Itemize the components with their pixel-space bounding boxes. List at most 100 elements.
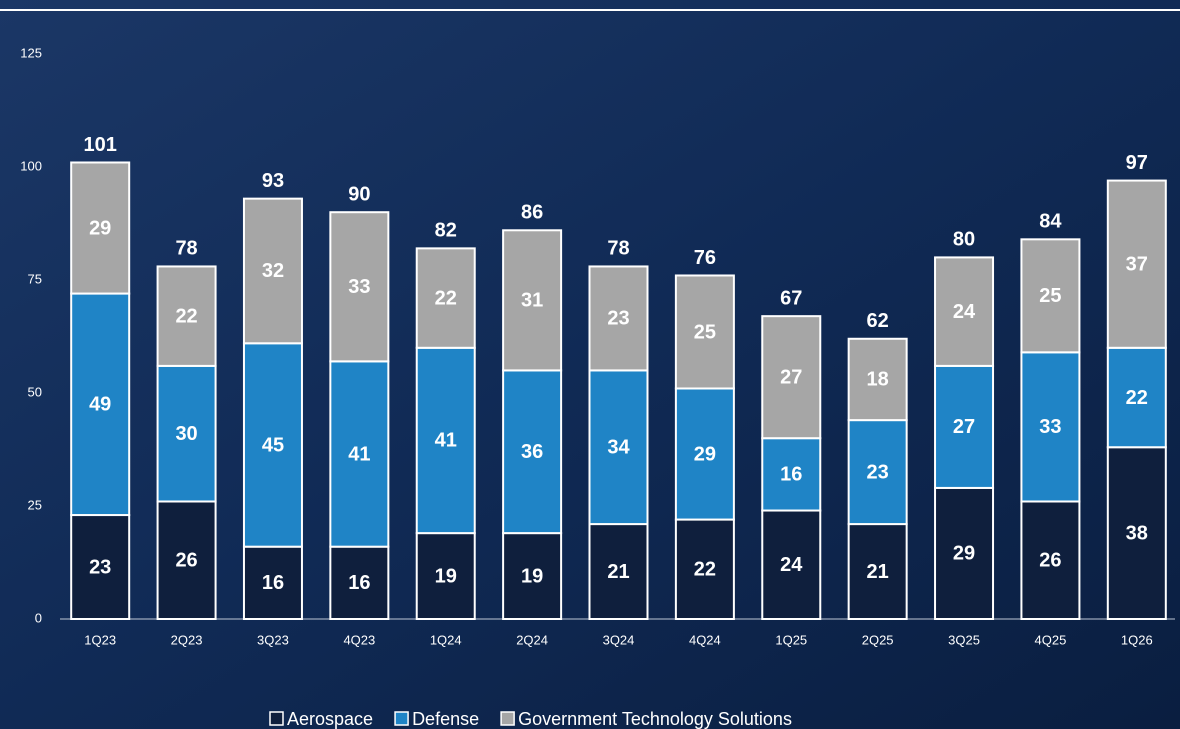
bar-segment bbox=[934, 364, 995, 489]
data-label: 49 bbox=[89, 394, 111, 416]
data-label: 22 bbox=[175, 305, 197, 327]
data-label: 29 bbox=[89, 217, 111, 239]
y-tick-label: 50 bbox=[28, 384, 42, 399]
bar-segment bbox=[70, 161, 131, 295]
x-tick-label: 3Q24 bbox=[603, 632, 635, 647]
bar-segment bbox=[847, 419, 908, 526]
bar-segment bbox=[674, 518, 735, 620]
bar-segment bbox=[761, 315, 822, 440]
data-label: 26 bbox=[175, 550, 197, 572]
x-tick-label: 4Q24 bbox=[689, 632, 721, 647]
data-label: 26 bbox=[1039, 550, 1061, 572]
total-label: 76 bbox=[694, 247, 716, 269]
bar-segment bbox=[674, 274, 735, 390]
data-label: 32 bbox=[262, 260, 284, 282]
data-label: 27 bbox=[953, 416, 975, 438]
legend-label: Defense bbox=[412, 709, 479, 729]
x-tick-label: 3Q23 bbox=[257, 632, 289, 647]
bar-segment bbox=[70, 514, 131, 620]
bar-segment bbox=[502, 229, 563, 372]
bar-segment bbox=[588, 265, 649, 372]
bar-segment bbox=[329, 211, 390, 363]
data-label: 18 bbox=[867, 369, 889, 391]
x-tick-label: 4Q25 bbox=[1035, 632, 1067, 647]
legend-swatch bbox=[500, 711, 515, 726]
total-label: 84 bbox=[1039, 211, 1062, 233]
x-tick-label: 1Q25 bbox=[775, 632, 807, 647]
legend-swatch bbox=[269, 711, 284, 726]
data-label: 21 bbox=[867, 561, 889, 583]
total-label: 78 bbox=[607, 238, 629, 260]
y-tick-label: 125 bbox=[20, 45, 42, 60]
bar-segment bbox=[415, 346, 476, 535]
total-label: 86 bbox=[521, 202, 543, 224]
x-tick-label: 1Q26 bbox=[1121, 632, 1153, 647]
y-tick-label: 75 bbox=[28, 271, 42, 286]
bar-segment bbox=[674, 387, 735, 521]
bar-segment bbox=[242, 342, 303, 548]
bar-segment bbox=[242, 197, 303, 345]
bar-segment bbox=[1020, 351, 1081, 503]
bar-segment bbox=[1106, 446, 1167, 620]
bar-segment bbox=[847, 523, 908, 621]
bar-segment bbox=[1106, 179, 1167, 349]
legend-swatch bbox=[394, 711, 409, 726]
y-tick-label: 0 bbox=[35, 610, 42, 625]
data-label: 41 bbox=[348, 443, 370, 465]
bar-segment bbox=[934, 486, 995, 621]
data-label: 22 bbox=[1126, 387, 1148, 409]
data-label: 33 bbox=[348, 276, 370, 298]
data-label: 24 bbox=[780, 554, 803, 576]
legend-label: Government Technology Solutions bbox=[518, 709, 792, 729]
total-label: 97 bbox=[1126, 152, 1148, 174]
legend-label: Aerospace bbox=[287, 709, 373, 729]
total-label: 67 bbox=[780, 287, 802, 309]
data-label: 24 bbox=[953, 301, 976, 323]
x-tick-label: 2Q25 bbox=[862, 632, 894, 647]
y-tick-label: 100 bbox=[20, 158, 42, 173]
bar-segment bbox=[1020, 500, 1081, 621]
y-tick-label: 25 bbox=[28, 497, 42, 512]
total-label: 78 bbox=[175, 238, 197, 260]
data-label: 27 bbox=[780, 366, 802, 388]
data-label: 38 bbox=[1126, 522, 1148, 544]
bar-segment bbox=[761, 437, 822, 512]
x-tick-label: 2Q23 bbox=[171, 632, 203, 647]
total-label: 62 bbox=[867, 310, 889, 332]
bar-segment bbox=[761, 509, 822, 620]
data-label: 23 bbox=[89, 556, 111, 578]
data-label: 37 bbox=[1126, 253, 1148, 275]
data-label: 25 bbox=[694, 321, 716, 343]
data-label: 41 bbox=[435, 430, 457, 452]
x-tick-label: 1Q23 bbox=[84, 632, 116, 647]
data-label: 19 bbox=[521, 565, 543, 587]
bar-segment bbox=[588, 369, 649, 526]
x-tick-label: 4Q23 bbox=[343, 632, 375, 647]
total-label: 90 bbox=[348, 183, 370, 205]
total-label: 82 bbox=[435, 220, 457, 242]
data-label: 29 bbox=[953, 543, 975, 565]
data-label: 36 bbox=[521, 441, 543, 463]
bar-segment bbox=[156, 265, 217, 367]
data-label: 31 bbox=[521, 290, 543, 312]
total-label: 101 bbox=[84, 134, 117, 156]
data-label: 23 bbox=[867, 461, 889, 483]
bar-segment bbox=[415, 247, 476, 349]
data-label: 45 bbox=[262, 434, 284, 456]
bar-segment bbox=[502, 369, 563, 535]
data-label: 16 bbox=[262, 572, 284, 594]
data-label: 16 bbox=[780, 464, 802, 486]
data-label: 33 bbox=[1039, 416, 1061, 438]
data-label: 25 bbox=[1039, 285, 1061, 307]
data-label: 22 bbox=[435, 287, 457, 309]
bar-segment bbox=[934, 256, 995, 367]
x-tick-label: 3Q25 bbox=[948, 632, 980, 647]
data-label: 21 bbox=[607, 561, 629, 583]
bar-segment bbox=[329, 545, 390, 620]
data-label: 23 bbox=[607, 308, 629, 330]
data-label: 34 bbox=[607, 437, 630, 459]
total-label: 93 bbox=[262, 170, 284, 192]
data-label: 29 bbox=[694, 443, 716, 465]
x-tick-label: 2Q24 bbox=[516, 632, 548, 647]
